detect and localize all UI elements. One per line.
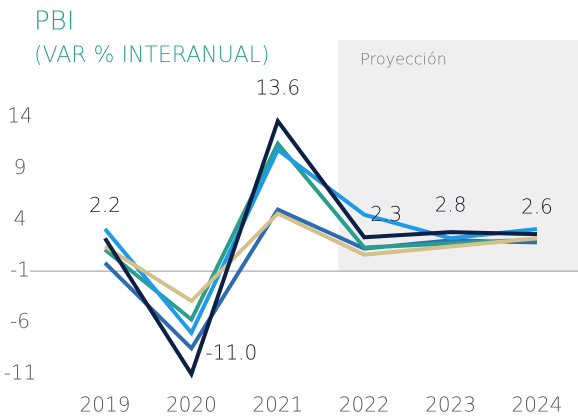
series-line <box>103 206 538 352</box>
x-tick-label: 2023 <box>425 393 476 417</box>
data-label: 2.2 <box>89 193 121 217</box>
y-tick-label: 4 <box>14 206 27 230</box>
x-tick-label: 2019 <box>80 393 131 417</box>
series-line <box>103 211 538 304</box>
chart-title: PBI <box>34 7 74 37</box>
y-tick-label: 14 <box>7 103 32 127</box>
data-label: 13.6 <box>256 76 301 100</box>
y-tick-label: -1 <box>10 258 30 282</box>
data-label: 2.8 <box>435 193 467 217</box>
data-label: 2.3 <box>370 202 402 226</box>
y-tick-label: -11 <box>4 360 37 384</box>
y-tick-label: 9 <box>14 155 27 179</box>
data-label: 2.6 <box>521 195 553 219</box>
x-tick-label: 2024 <box>512 393 563 417</box>
x-tick-label: 2021 <box>252 393 303 417</box>
projection-label: Proyección <box>360 50 447 69</box>
x-tick-label: 2022 <box>339 393 390 417</box>
data-label: -11.0 <box>206 340 258 364</box>
x-tick-label: 2020 <box>166 393 217 417</box>
series-line <box>103 140 538 323</box>
chart-subtitle: (VAR % INTERANUAL) <box>34 43 270 68</box>
series-line <box>103 116 538 379</box>
y-tick-label: -6 <box>10 309 30 333</box>
